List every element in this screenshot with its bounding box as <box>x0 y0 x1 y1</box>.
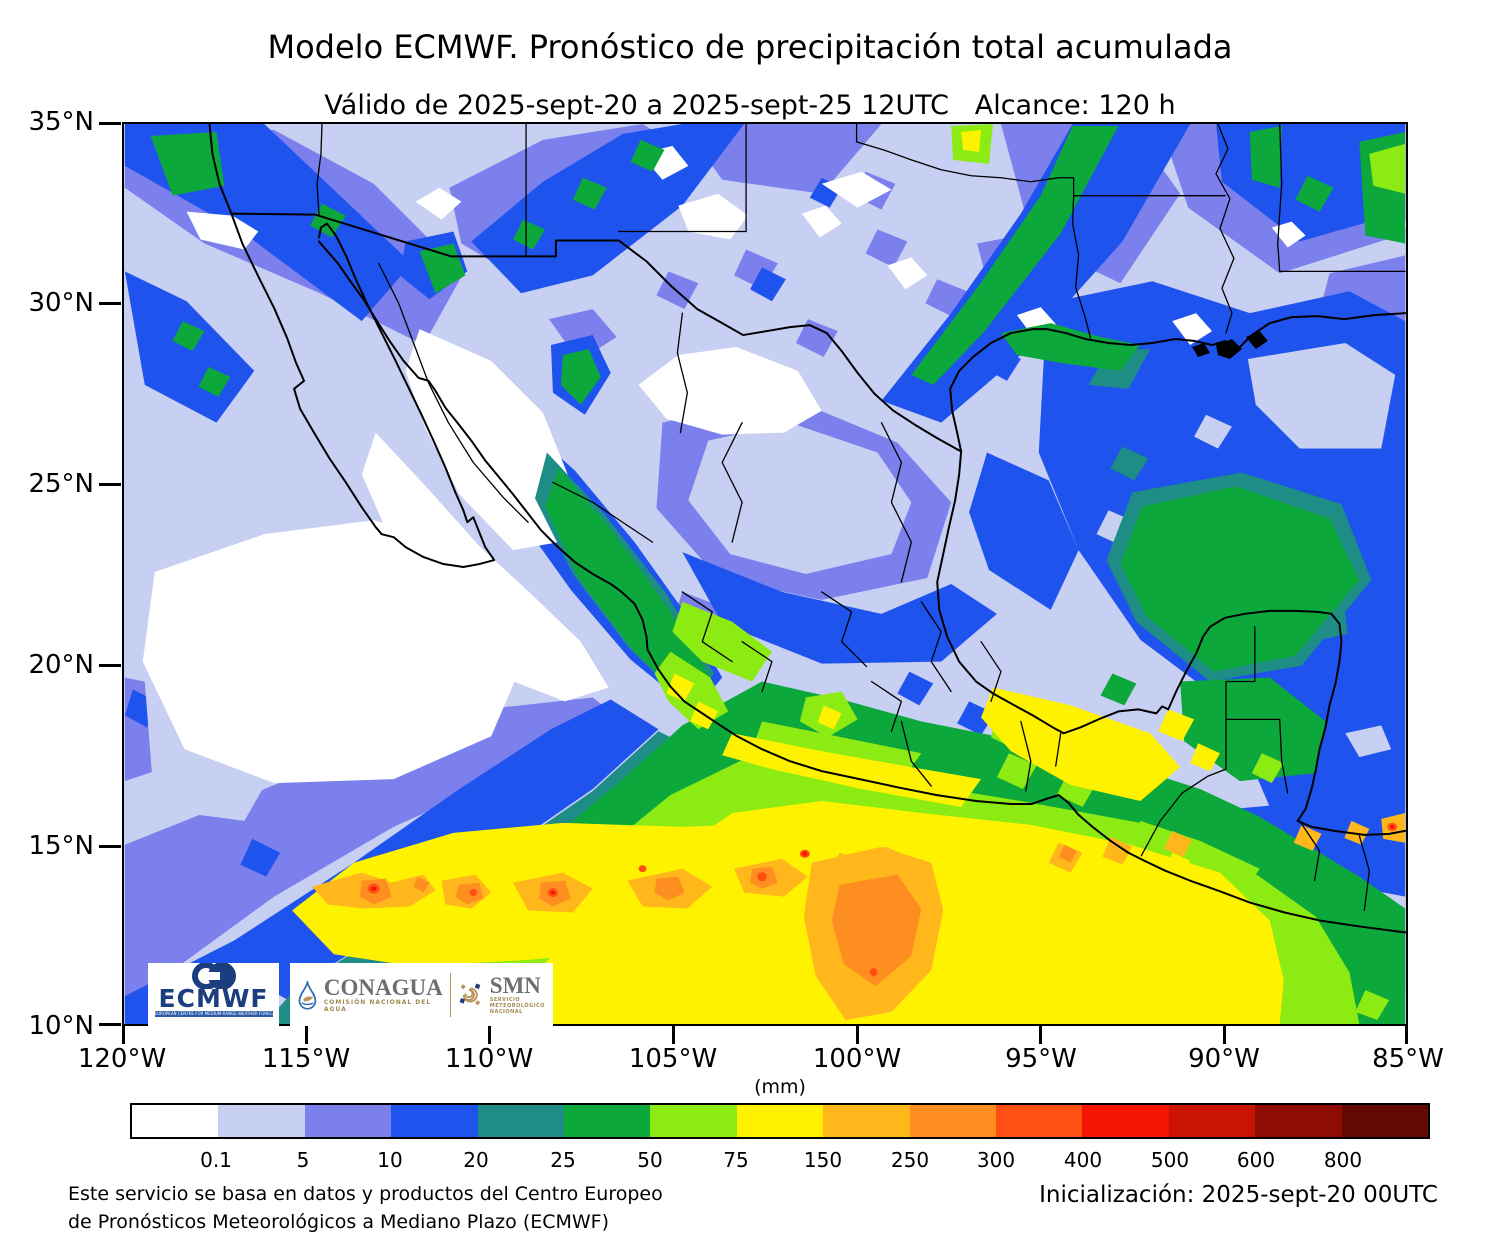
conagua-drop-icon <box>298 980 317 1010</box>
precip-layer-75-150mm <box>292 129 1284 1024</box>
colorbar-tick-label: 10 <box>377 1148 403 1172</box>
border-layer <box>230 212 963 453</box>
delta-islands <box>1192 331 1268 359</box>
ecmwf-logo-icon <box>191 963 236 989</box>
ecmwf-logo-tagline: EUROPEAN CENTRE FOR MEDIUM-RANGE WEATHER… <box>154 1011 273 1017</box>
smn-spiral-icon <box>459 983 481 1005</box>
colorbar-cell <box>1341 1105 1429 1137</box>
colorbar-cell <box>1168 1105 1256 1137</box>
initialization-label: Inicialización: 2025-sept-20 00UTC <box>1039 1182 1438 1208</box>
precip-layer-400-500mm <box>371 824 1395 895</box>
lat-label-15n: 15°N <box>28 831 94 861</box>
conagua-logo-tagline: COMISIÓN NACIONAL DEL AGUA <box>323 998 432 1013</box>
colorbar-cell <box>1255 1105 1342 1137</box>
colorbar-cell <box>650 1105 737 1137</box>
lat-tick <box>99 483 121 486</box>
colorbar-cell <box>132 1105 219 1137</box>
lat-tick <box>99 845 121 848</box>
lon-tick <box>672 1026 675 1044</box>
lon-label-95w: 95°W <box>1005 1044 1077 1074</box>
lat-tick <box>99 664 121 667</box>
logo-divider <box>449 972 452 1017</box>
colorbar <box>130 1103 1430 1139</box>
lon-tick <box>488 1026 491 1044</box>
lat-label-30n: 30°N <box>28 288 94 318</box>
precip-layer-dry <box>142 145 1406 784</box>
colorbar-tick-label: 50 <box>637 1148 663 1172</box>
service-disclaimer-line2: de Pronósticos Meteorológicos a Mediano … <box>68 1211 610 1233</box>
colorbar-tick-label: 500 <box>1150 1148 1190 1172</box>
colorbar-tick-label: 800 <box>1323 1148 1363 1172</box>
colorbar-cell <box>391 1105 478 1137</box>
lat-tick <box>99 122 121 125</box>
lat-label-10n: 10°N <box>28 1011 94 1041</box>
lon-tick <box>1223 1026 1226 1044</box>
colorbar-tick-label: 250 <box>890 1148 930 1172</box>
precipitation-map-svg <box>124 124 1406 1024</box>
lat-tick <box>99 1023 121 1026</box>
smn-logo-text: SMN <box>489 972 541 998</box>
lat-label-20n: 20°N <box>28 650 94 680</box>
lat-tick <box>99 302 121 305</box>
lon-tick <box>1039 1026 1042 1044</box>
colorbar-cell <box>1082 1105 1169 1137</box>
lat-label-35n: 35°N <box>28 107 94 137</box>
lon-label-105w: 105°W <box>628 1044 718 1074</box>
lon-label-85w: 85°W <box>1372 1044 1444 1074</box>
conagua-smn-logo: CONAGUA COMISIÓN NACIONAL DEL AGUA SMN S… <box>290 963 553 1026</box>
state-border-layer <box>316 124 1406 912</box>
colorbar-tick-label: 0.1 <box>200 1148 232 1172</box>
colorbar-unit-label: (mm) <box>754 1076 806 1098</box>
colorbar-cell <box>823 1105 910 1137</box>
colorbar-cell <box>304 1105 392 1137</box>
conagua-logo-text: CONAGUA <box>323 974 443 1000</box>
colorbar-tick-label: 400 <box>1063 1148 1103 1172</box>
lon-tick <box>1405 1026 1408 1044</box>
lon-tick <box>122 1026 125 1044</box>
colorbar-tick-label: 25 <box>550 1148 576 1172</box>
smn-logo-tagline: SERVICIO METEOROLÓGICO NACIONAL <box>489 996 545 1015</box>
service-disclaimer: Este servicio se basa en datos y product… <box>68 1180 663 1236</box>
page-subtitle: Válido de 2025-sept-20 a 2025-sept-25 12… <box>324 90 1176 121</box>
lon-label-120w: 120°W <box>77 1044 167 1074</box>
lon-label-110w: 110°W <box>444 1044 534 1074</box>
colorbar-tick-label: 5 <box>296 1148 310 1172</box>
lon-label-90w: 90°W <box>1188 1044 1260 1074</box>
colorbar-cell <box>996 1105 1083 1137</box>
lon-label-100w: 100°W <box>812 1044 902 1074</box>
colorbar-cell <box>477 1105 565 1137</box>
lon-tick <box>305 1026 308 1044</box>
precipitation-map <box>122 122 1408 1026</box>
colorbar-cell <box>909 1105 997 1137</box>
page-title: Modelo ECMWF. Pronóstico de precipitació… <box>267 28 1233 66</box>
service-disclaimer-line1: Este servicio se basa en datos y product… <box>68 1183 663 1205</box>
ecmwf-logo: ECMWF EUROPEAN CENTRE FOR MEDIUM-RANGE W… <box>148 963 279 1026</box>
colorbar-tick-label: 20 <box>463 1148 489 1172</box>
smn-logo-textblock: SMN SERVICIO METEOROLÓGICO NACIONAL <box>489 972 545 1015</box>
conagua-logo-textblock: CONAGUA COMISIÓN NACIONAL DEL AGUA <box>323 974 443 1013</box>
ecmwf-logo-text: ECMWF <box>158 984 269 1013</box>
lon-tick <box>856 1026 859 1044</box>
colorbar-cell <box>564 1105 651 1137</box>
colorbar-cell <box>736 1105 824 1137</box>
colorbar-tick-label: 300 <box>976 1148 1016 1172</box>
colorbar-cell <box>218 1105 305 1137</box>
colorbar-tick-label: 75 <box>723 1148 749 1172</box>
coastline-layer <box>208 124 1406 934</box>
lon-label-115w: 115°W <box>261 1044 351 1074</box>
colorbar-tick-label: 150 <box>803 1148 843 1172</box>
colorbar-tick-label: 600 <box>1236 1148 1276 1172</box>
lat-label-25n: 25°N <box>28 469 94 499</box>
